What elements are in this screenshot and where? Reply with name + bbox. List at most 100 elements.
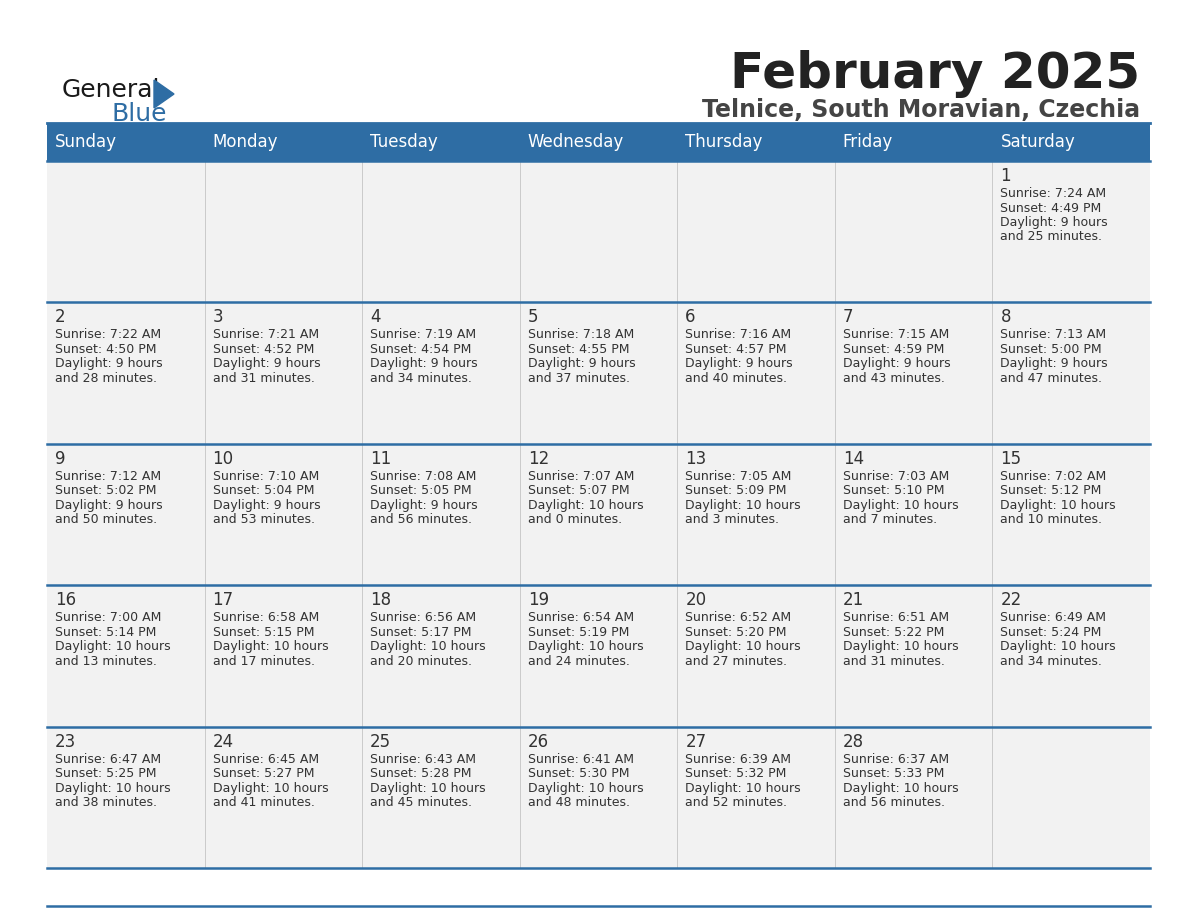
Text: Friday: Friday [842,133,893,151]
Text: Sunset: 4:57 PM: Sunset: 4:57 PM [685,343,786,356]
Bar [48,123,204,161]
Text: 4: 4 [371,308,380,327]
Text: Monday: Monday [213,133,278,151]
Text: Sunset: 4:50 PM: Sunset: 4:50 PM [55,343,157,356]
Text: Sunset: 5:07 PM: Sunset: 5:07 PM [527,485,630,498]
Text: and 34 minutes.: and 34 minutes. [1000,655,1102,667]
Text: 22: 22 [1000,591,1022,610]
Text: Daylight: 10 hours: Daylight: 10 hours [685,640,801,654]
Text: 9: 9 [55,450,65,468]
Bar [48,727,204,868]
Text: and 38 minutes.: and 38 minutes. [55,796,157,809]
Text: Sunday: Sunday [55,133,116,151]
Text: Daylight: 9 hours: Daylight: 9 hours [685,357,792,370]
Text: Sunset: 5:12 PM: Sunset: 5:12 PM [1000,485,1101,498]
Text: Sunset: 5:27 PM: Sunset: 5:27 PM [213,767,314,780]
Bar [835,443,992,585]
Text: and 24 minutes.: and 24 minutes. [527,655,630,667]
Bar [519,727,677,868]
Text: and 56 minutes.: and 56 minutes. [842,796,944,809]
Bar [835,302,992,443]
Bar [992,443,1150,585]
Text: Sunset: 4:55 PM: Sunset: 4:55 PM [527,343,630,356]
Text: Daylight: 9 hours: Daylight: 9 hours [213,498,321,512]
Text: Daylight: 10 hours: Daylight: 10 hours [1000,640,1116,654]
Text: and 31 minutes.: and 31 minutes. [842,655,944,667]
Text: 17: 17 [213,591,234,610]
Text: Tuesday: Tuesday [371,133,438,151]
Bar [48,302,204,443]
Text: and 43 minutes.: and 43 minutes. [842,372,944,385]
Text: Daylight: 9 hours: Daylight: 9 hours [371,357,478,370]
Bar [362,123,519,161]
Bar [677,161,835,302]
Text: 25: 25 [371,733,391,751]
Text: Daylight: 10 hours: Daylight: 10 hours [371,640,486,654]
Text: 15: 15 [1000,450,1022,468]
Text: 1: 1 [1000,167,1011,185]
Text: Sunrise: 7:03 AM: Sunrise: 7:03 AM [842,470,949,483]
Text: Sunset: 5:15 PM: Sunset: 5:15 PM [213,626,314,639]
Text: and 41 minutes.: and 41 minutes. [213,796,315,809]
Bar [677,443,835,585]
Text: and 28 minutes.: and 28 minutes. [55,372,157,385]
Text: Sunset: 4:59 PM: Sunset: 4:59 PM [842,343,944,356]
Text: Blue: Blue [112,102,168,126]
Bar [48,585,204,727]
Text: and 7 minutes.: and 7 minutes. [842,513,937,526]
Text: Sunrise: 6:41 AM: Sunrise: 6:41 AM [527,753,633,766]
Text: and 0 minutes.: and 0 minutes. [527,513,621,526]
Bar [835,585,992,727]
Text: Sunrise: 7:07 AM: Sunrise: 7:07 AM [527,470,634,483]
Text: 21: 21 [842,591,864,610]
Text: and 50 minutes.: and 50 minutes. [55,513,157,526]
Text: Daylight: 10 hours: Daylight: 10 hours [213,781,328,795]
Text: Sunrise: 7:13 AM: Sunrise: 7:13 AM [1000,329,1106,341]
Bar [519,302,677,443]
Text: Daylight: 10 hours: Daylight: 10 hours [213,640,328,654]
Bar [204,443,362,585]
Text: Sunrise: 6:58 AM: Sunrise: 6:58 AM [213,611,318,624]
Bar [835,727,992,868]
Text: Sunset: 5:05 PM: Sunset: 5:05 PM [371,485,472,498]
Text: Sunset: 5:09 PM: Sunset: 5:09 PM [685,485,786,498]
Text: Sunset: 4:49 PM: Sunset: 4:49 PM [1000,201,1101,215]
Text: 20: 20 [685,591,707,610]
Bar [48,443,204,585]
Text: Sunset: 5:14 PM: Sunset: 5:14 PM [55,626,157,639]
Text: 14: 14 [842,450,864,468]
Text: Daylight: 10 hours: Daylight: 10 hours [842,640,959,654]
Bar [362,727,519,868]
Text: and 52 minutes.: and 52 minutes. [685,796,788,809]
Text: Sunrise: 6:54 AM: Sunrise: 6:54 AM [527,611,634,624]
Bar [519,161,677,302]
Text: Thursday: Thursday [685,133,763,151]
Text: Daylight: 10 hours: Daylight: 10 hours [842,498,959,512]
Text: and 25 minutes.: and 25 minutes. [1000,230,1102,243]
Text: 16: 16 [55,591,76,610]
Text: Sunrise: 7:19 AM: Sunrise: 7:19 AM [371,329,476,341]
Text: Daylight: 9 hours: Daylight: 9 hours [1000,357,1108,370]
Text: Daylight: 10 hours: Daylight: 10 hours [55,781,171,795]
Text: 23: 23 [55,733,76,751]
Bar [362,302,519,443]
Bar [835,161,992,302]
Text: and 56 minutes.: and 56 minutes. [371,513,472,526]
Text: Sunrise: 6:56 AM: Sunrise: 6:56 AM [371,611,476,624]
Text: Sunrise: 7:15 AM: Sunrise: 7:15 AM [842,329,949,341]
Text: February 2025: February 2025 [729,50,1140,98]
Text: Daylight: 10 hours: Daylight: 10 hours [371,781,486,795]
Bar [519,123,677,161]
Text: Sunset: 5:22 PM: Sunset: 5:22 PM [842,626,944,639]
Bar [362,161,519,302]
Polygon shape [154,80,173,108]
Bar [992,585,1150,727]
Text: Sunset: 5:25 PM: Sunset: 5:25 PM [55,767,157,780]
Bar [362,443,519,585]
Text: Sunrise: 6:51 AM: Sunrise: 6:51 AM [842,611,949,624]
Text: and 48 minutes.: and 48 minutes. [527,796,630,809]
Text: Sunset: 5:30 PM: Sunset: 5:30 PM [527,767,630,780]
Bar [677,123,835,161]
Text: 18: 18 [371,591,391,610]
Text: Sunset: 5:28 PM: Sunset: 5:28 PM [371,767,472,780]
